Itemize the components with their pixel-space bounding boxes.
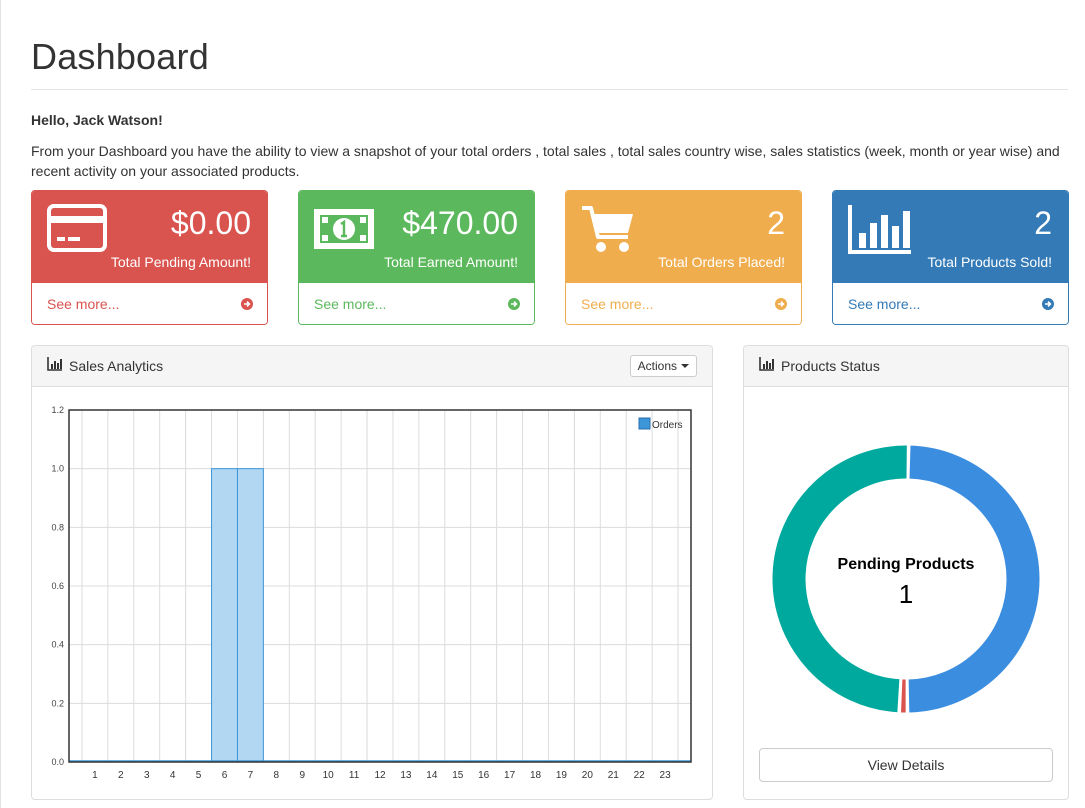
money-icon [313,207,375,256]
orders-bar [211,468,238,763]
actions-label: Actions [637,359,677,373]
orders-placed-card: 2 Total Orders Placed! See more... [565,190,802,325]
donut-center-value: 1 [899,579,913,609]
card-label: Total Products Sold! [927,254,1052,270]
x-tick-label: 14 [426,770,438,781]
card-label: Total Earned Amount! [384,254,518,270]
x-tick-label: 12 [374,770,386,781]
page-left-border [0,0,1,808]
x-tick-label: 19 [556,770,568,781]
earned-amount-card: $470.00 Total Earned Amount! See more... [298,190,535,325]
arrow-right-circle-icon [241,297,253,310]
panel-title-text: Sales Analytics [69,357,164,374]
greeting-text: Hello, Jack Watson! [31,112,163,128]
donut-slice-red [899,678,907,714]
credit-card-icon [46,203,108,258]
y-tick-label: 1.0 [51,464,64,474]
x-tick-label: 16 [478,770,490,781]
sales-bar-chart: 0.00.20.40.60.81.01.21 2 3 4 5 6 7 8 9 10 11 12 13 14… [51,405,692,781]
panel-title: Products Status [759,357,880,374]
see-more-link[interactable]: See more... [566,282,801,324]
y-tick-label: 0.8 [51,522,64,532]
title-divider [31,89,1068,90]
orders-bar [236,468,264,763]
card-value: 2 [767,205,785,241]
x-tick-label: 13 [400,770,412,781]
arrow-right-circle-icon [1042,297,1054,310]
card-label: Total Orders Placed! [658,254,785,270]
x-tick-label: 18 [530,770,542,781]
panel-title-text: Products Status [781,357,880,374]
plot-frame [68,409,692,763]
caret-down-icon [681,364,689,368]
see-more-label: See more... [47,295,120,312]
x-tick-label: 5 [196,770,202,781]
card-header: 2 Total Orders Placed! [566,191,801,284]
see-more-label: See more... [314,295,387,312]
x-tick-label: 4 [170,770,176,781]
pending-amount-card: $0.00 Total Pending Amount! See more... [31,190,268,325]
x-tick-label: 20 [582,770,594,781]
x-tick-label: 1 [92,770,98,781]
x-tick-label: 15 [452,770,464,781]
x-tick-label: 2 [118,770,124,781]
see-more-link[interactable]: See more... [299,282,534,324]
card-header: 2 Total Products Sold! [833,191,1068,284]
view-details-button[interactable]: View Details [759,748,1053,782]
card-header: $0.00 Total Pending Amount! [32,191,267,284]
card-value: $0.00 [170,205,251,241]
x-tick-label: 6 [222,770,228,781]
x-tick-label: 9 [299,770,305,781]
x-tick-label: 7 [248,770,254,781]
products-status-panel: Products Status Pending Products 1 View … [743,345,1069,800]
y-tick-label: 1.2 [51,405,64,415]
y-tick-label: 0.4 [51,640,64,650]
x-tick-label: 8 [274,770,280,781]
see-more-label: See more... [581,295,654,312]
panel-heading: Sales Analytics Actions [32,346,712,387]
sales-analytics-panel: Sales Analytics Actions 0.0 0.2 0.4 0.6 0.8 1… [31,345,713,800]
donut-slice-teal [771,444,908,714]
actions-dropdown-button[interactable]: Actions [629,355,697,377]
card-header: $470.00 Total Earned Amount! [299,191,534,284]
donut-center-label: Pending Products [838,556,975,573]
products-sold-card: 2 Total Products Sold! See more... [832,190,1069,325]
bar-chart-icon [847,203,913,260]
y-tick-label: 0.0 [51,757,64,767]
card-value: 2 [1034,205,1052,241]
page-title: Dashboard [31,36,209,77]
arrow-right-circle-icon [508,297,520,310]
card-value: $470.00 [402,205,518,241]
card-label: Total Pending Amount! [110,254,251,270]
bar-chart-icon [759,357,775,374]
see-more-label: See more... [848,295,921,312]
see-more-link[interactable]: See more... [32,282,267,324]
y-tick-label: 0.2 [51,698,64,708]
x-tick-label: 11 [349,770,360,781]
bar-chart-icon [47,357,63,374]
donut-slice-blue [907,444,1041,714]
shopping-cart-icon [580,203,636,260]
legend-swatch [638,417,651,430]
x-tick-label: 17 [504,770,516,781]
x-tick-label: 22 [634,770,646,781]
products-status-donut: Pending Products 1 [771,444,1041,714]
x-tick-label: 21 [608,770,620,781]
x-tick-label: 23 [660,770,672,781]
see-more-link[interactable]: See more... [833,282,1068,324]
legend-label: Orders [652,420,683,431]
intro-text: From your Dashboard you have the ability… [31,143,1060,179]
x-tick-label: 3 [144,770,150,781]
y-tick-label: 0.6 [51,581,64,591]
x-tick-label: 10 [323,770,335,781]
panel-heading: Products Status [744,346,1068,387]
panel-title: Sales Analytics [47,357,163,374]
arrow-right-circle-icon [775,297,787,310]
